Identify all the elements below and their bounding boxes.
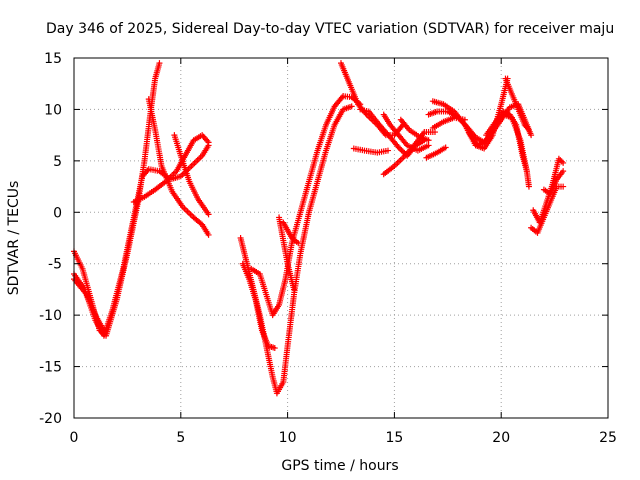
data-point [523, 168, 530, 175]
data-point [205, 211, 212, 218]
data-point [398, 147, 405, 154]
data-point [558, 158, 565, 165]
y-tick-label: -15 [39, 360, 62, 376]
chart-title: Day 346 of 2025, Sidereal Day-to-day VTE… [46, 21, 614, 37]
data-point [291, 286, 298, 293]
x-tick-label: 20 [492, 430, 510, 446]
axis-ticks [73, 57, 609, 419]
series-track-8 [239, 260, 278, 352]
series-track-21 [423, 144, 449, 161]
data-point [525, 183, 532, 190]
data-points [71, 60, 567, 397]
data-point [100, 327, 107, 334]
series-track-7 [237, 103, 355, 397]
plot-frame [73, 57, 609, 419]
series-track-26 [528, 183, 567, 236]
data-point [348, 103, 355, 110]
data-point [528, 132, 535, 139]
x-tick-labels: 0 5 10 15 20 25 [70, 430, 617, 446]
data-point [525, 127, 532, 133]
series-track-9 [248, 93, 364, 319]
y-tick-label: 5 [53, 154, 62, 170]
x-tick-label: 10 [279, 430, 297, 446]
data-point [442, 144, 449, 151]
data-point [295, 240, 302, 247]
x-tick-label: 25 [599, 430, 617, 446]
data-point [431, 129, 438, 136]
x-axis-label: GPS time / hours [281, 458, 398, 474]
data-point [425, 137, 432, 144]
data-point [560, 168, 567, 175]
x-tick-label: 5 [176, 430, 185, 446]
data-point [425, 142, 432, 149]
data-point [205, 231, 212, 238]
series-track-24 [483, 108, 530, 175]
y-tick-labels: -20 -15 -10 -5 0 5 10 15 [39, 51, 62, 427]
y-axis-label: SDTVAR / TECUs [6, 181, 22, 296]
series-track-12 [338, 60, 406, 139]
series-track-27 [540, 168, 567, 197]
series-track-5 [145, 96, 212, 238]
y-tick-label: -10 [39, 308, 62, 324]
series-track-10 [280, 219, 302, 247]
y-tick-label: 0 [53, 205, 62, 221]
series-track-14 [380, 111, 432, 154]
series-track-11 [276, 214, 298, 293]
series-track-15 [350, 145, 391, 156]
data-point [271, 345, 278, 352]
series-track-23 [502, 75, 532, 133]
data-point [524, 125, 531, 132]
y-tick-label: -5 [48, 257, 62, 273]
data-point [461, 116, 468, 123]
y-tick-label: -20 [39, 411, 62, 427]
series-track-3 [71, 276, 107, 334]
series-track-20 [429, 114, 468, 131]
data-point [156, 60, 163, 67]
x-tick-label: 15 [385, 430, 403, 446]
data-point [560, 183, 567, 190]
data-point [560, 159, 567, 166]
series-track-4 [130, 132, 212, 205]
data-point [205, 139, 212, 146]
data-point [384, 147, 391, 154]
series-track-17 [397, 116, 432, 144]
series-track-6 [171, 132, 212, 218]
y-tick-label: 10 [44, 102, 62, 118]
y-tick-label: 15 [44, 51, 62, 67]
x-tick-label: 0 [70, 430, 79, 446]
